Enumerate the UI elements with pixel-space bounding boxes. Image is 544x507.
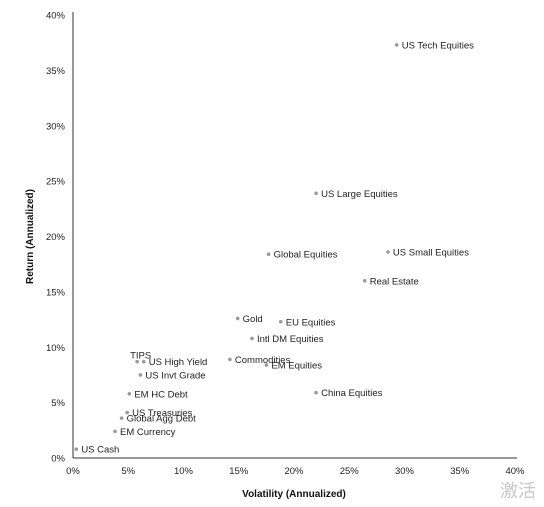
x-tick-label: 20% [284, 466, 304, 477]
point-label: US Large Equities [321, 189, 398, 200]
x-tick-label: 30% [395, 466, 415, 477]
data-point [363, 279, 367, 283]
data-point [250, 337, 254, 341]
data-point [120, 416, 124, 420]
y-tick-label: 25% [46, 177, 66, 188]
data-point [236, 317, 240, 321]
point-label: US Tech Equities [402, 40, 474, 51]
x-tick-label: 40% [505, 466, 525, 477]
data-point [267, 252, 271, 256]
point-label: US Cash [81, 445, 119, 456]
data-point [113, 430, 117, 434]
y-tick-label: 0% [51, 454, 65, 465]
point-label: Global Equities [274, 250, 338, 261]
data-points: US Tech Equities US Large Equities Global … [75, 40, 475, 455]
data-point [395, 43, 399, 47]
point-label: US Small Equities [393, 248, 469, 259]
point-label: China Equities [321, 388, 383, 399]
point-label: EM Equities [271, 360, 322, 371]
tick-labels: 0% 5% 10% 15% 20% 25% 30% 35% 40% 0% 5% 10% 15% 20% 25… [46, 11, 525, 478]
point-label: EM HC Debt [134, 389, 188, 400]
x-tick-label: 25% [340, 466, 360, 477]
y-tick-label: 5% [51, 398, 65, 409]
x-axis-title: Volatility (Annualized) [242, 489, 346, 500]
point-label: Intl DM Equities [257, 334, 324, 345]
y-tick-label: 30% [46, 121, 66, 132]
x-tick-label: 0% [66, 466, 80, 477]
data-point [314, 192, 318, 196]
y-tick-label: 15% [46, 287, 66, 298]
data-point [228, 358, 232, 362]
data-point [142, 360, 146, 364]
point-label: US Invt Grade [145, 370, 205, 381]
y-axis-title: Return (Annualized) [25, 189, 36, 284]
x-tick-label: 10% [174, 466, 194, 477]
y-tick-label: 40% [46, 11, 66, 22]
data-point [265, 363, 269, 367]
x-tick-label: 5% [121, 466, 135, 477]
data-point [128, 392, 132, 396]
y-tick-label: 20% [46, 232, 66, 243]
x-tick-label: 35% [450, 466, 470, 477]
point-label: Gold [243, 314, 263, 325]
y-tick-label: 35% [46, 66, 66, 77]
point-label: Global Agg Debt [127, 414, 197, 425]
y-tick-label: 10% [46, 343, 66, 354]
point-label: Real Estate [370, 276, 419, 287]
point-label: US High Yield [149, 357, 208, 368]
point-label: EU Equities [286, 317, 336, 328]
data-point [75, 447, 79, 451]
x-tick-label: 15% [229, 466, 249, 477]
point-label: EM Currency [120, 427, 176, 438]
data-point [139, 373, 143, 377]
watermark-text: 激活 [500, 477, 536, 503]
data-point [279, 320, 283, 324]
data-point [386, 250, 390, 254]
data-point [314, 391, 318, 395]
